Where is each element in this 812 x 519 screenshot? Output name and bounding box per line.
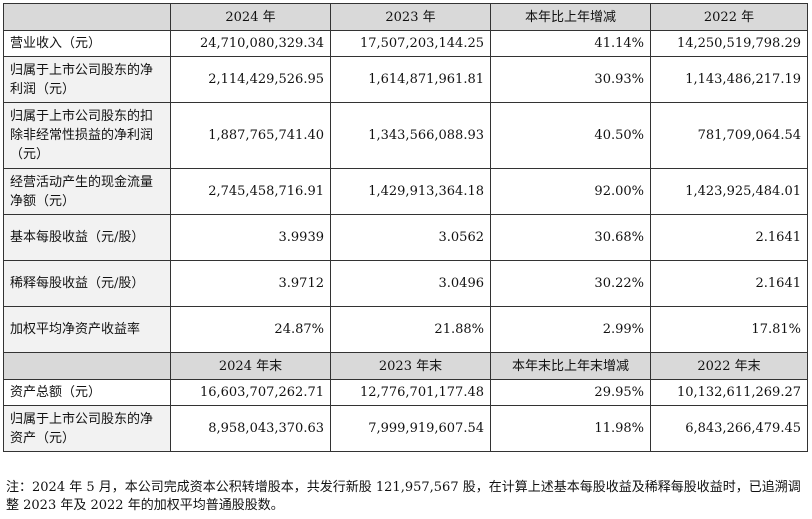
row-label: 基本每股收益（元/股） [3,214,171,261]
header-cell [3,352,171,380]
header-cell: 2023 年末 [330,352,491,380]
table-row: 营业收入（元） 24,710,080,329.34 17,507,203,144… [3,30,808,57]
value-cell: 6,843,266,479.45 [650,405,808,452]
value-cell: 1,423,925,484.01 [650,168,808,215]
financial-summary-table: 2024 年 2023 年 本年比上年增减 2022 年 营业收入（元） 24,… [3,3,808,452]
value-cell: 17,507,203,144.25 [330,30,491,57]
table-row: 加权平均净资产收益率 24.87% 21.88% 2.99% 17.81% [3,306,808,353]
value-cell: 92.00% [490,168,651,215]
value-cell: 11.98% [490,405,651,452]
value-cell: 29.95% [490,379,651,406]
value-cell: 30.68% [490,214,651,261]
value-cell: 781,709,064.54 [650,102,808,169]
row-label: 营业收入（元） [3,30,171,57]
value-cell: 30.22% [490,260,651,307]
value-cell: 21.88% [330,306,491,353]
value-cell: 3.9712 [170,260,331,307]
value-cell: 1,614,871,961.81 [330,56,491,103]
value-cell: 17.81% [650,306,808,353]
header-cell: 2024 年 [170,3,331,31]
header-row-year-end: 2024 年末 2023 年末 本年末比上年末增减 2022 年末 [3,352,808,380]
row-label: 归属于上市公司股东的净利润（元） [3,56,171,103]
header-cell: 本年末比上年末增减 [490,352,651,380]
header-row-annual: 2024 年 2023 年 本年比上年增减 2022 年 [3,3,808,31]
value-cell: 1,887,765,741.40 [170,102,331,169]
value-cell: 12,776,701,177.48 [330,379,491,406]
value-cell: 1,429,913,364.18 [330,168,491,215]
table-row: 资产总额（元） 16,603,707,262.71 12,776,701,177… [3,379,808,406]
value-cell: 1,143,486,217.19 [650,56,808,103]
value-cell: 2,745,458,716.91 [170,168,331,215]
value-cell: 24.87% [170,306,331,353]
header-cell: 2022 年 [650,3,808,31]
value-cell: 3.9939 [170,214,331,261]
value-cell: 24,710,080,329.34 [170,30,331,57]
header-cell: 2023 年 [330,3,491,31]
value-cell: 2.1641 [650,214,808,261]
table-row: 归属于上市公司股东的净利润（元） 2,114,429,526.95 1,614,… [3,56,808,103]
value-cell: 2.99% [490,306,651,353]
table-row: 基本每股收益（元/股） 3.9939 3.0562 30.68% 2.1641 [3,214,808,261]
header-cell: 本年比上年增减 [490,3,651,31]
value-cell: 3.0562 [330,214,491,261]
value-cell: 3.0496 [330,260,491,307]
value-cell: 2,114,429,526.95 [170,56,331,103]
row-label: 资产总额（元） [3,379,171,406]
row-label: 归属于上市公司股东的净资产（元） [3,405,171,452]
header-cell: 2024 年末 [170,352,331,380]
value-cell: 8,958,043,370.63 [170,405,331,452]
value-cell: 41.14% [490,30,651,57]
table-row: 稀释每股收益（元/股） 3.9712 3.0496 30.22% 2.1641 [3,260,808,307]
table-row: 归属于上市公司股东的净资产（元） 8,958,043,370.63 7,999,… [3,405,808,452]
row-label: 归属于上市公司股东的扣除非经常性损益的净利润（元） [3,102,171,169]
row-label: 稀释每股收益（元/股） [3,260,171,307]
table-row: 经营活动产生的现金流量净额（元） 2,745,458,716.91 1,429,… [3,168,808,215]
table-row: 归属于上市公司股东的扣除非经常性损益的净利润（元） 1,887,765,741.… [3,102,808,169]
value-cell: 2.1641 [650,260,808,307]
value-cell: 1,343,566,088.93 [330,102,491,169]
value-cell: 16,603,707,262.71 [170,379,331,406]
value-cell: 7,999,919,607.54 [330,405,491,452]
value-cell: 14,250,519,798.29 [650,30,808,57]
footnote: 注：2024 年 5 月，本公司完成资本公积转增股本，共发行新股 121,957… [6,480,801,513]
header-cell: 2022 年末 [650,352,808,380]
value-cell: 30.93% [490,56,651,103]
row-label: 加权平均净资产收益率 [3,306,171,353]
header-cell [3,3,171,31]
value-cell: 40.50% [490,102,651,169]
row-label: 经营活动产生的现金流量净额（元） [3,168,171,215]
value-cell: 10,132,611,269.27 [650,379,808,406]
